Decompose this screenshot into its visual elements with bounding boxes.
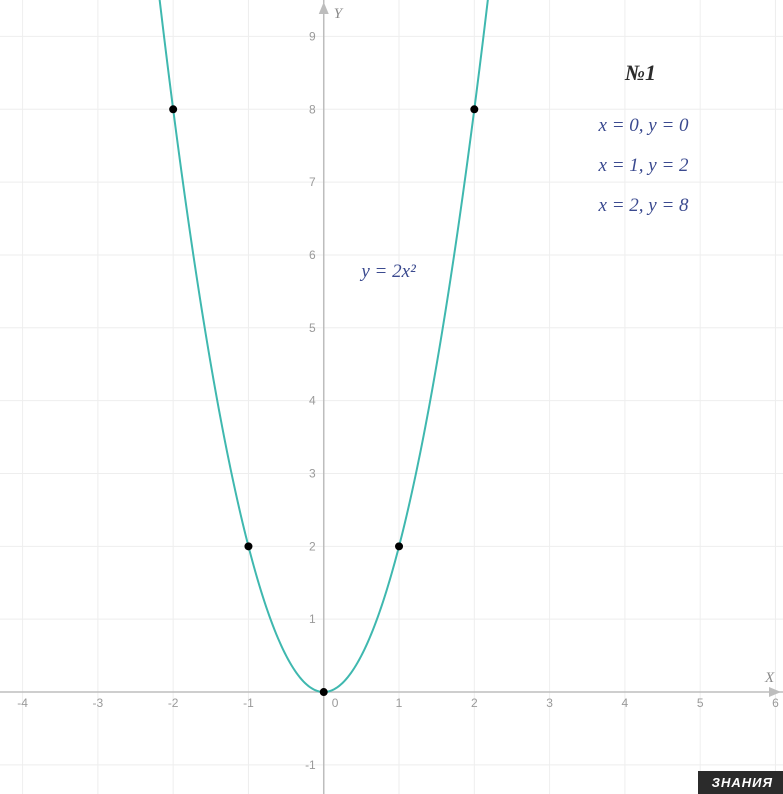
data-point <box>320 688 328 696</box>
data-point <box>244 542 252 550</box>
chart-container: -4-3-2-1123456-11234567890XYy = 2x²№1x =… <box>0 0 783 794</box>
equation-label: y = 2x² <box>359 261 416 282</box>
y-tick-label: 4 <box>309 394 316 408</box>
origin-label: 0 <box>332 696 339 710</box>
y-tick-label: 1 <box>309 612 316 626</box>
note-line: x = 2, y = 8 <box>598 195 690 216</box>
y-tick-label: 7 <box>309 175 316 189</box>
y-tick-label: 9 <box>309 29 316 43</box>
y-tick-label: 8 <box>309 102 316 116</box>
y-tick-label: 5 <box>309 321 316 335</box>
x-tick-label: -3 <box>93 696 104 710</box>
x-tick-label: 2 <box>471 696 478 710</box>
x-tick-label: -4 <box>17 696 28 710</box>
x-tick-label: 1 <box>396 696 403 710</box>
watermark-badge: ЗНАНИЯ <box>698 771 783 794</box>
note-line: x = 0, y = 0 <box>598 115 690 136</box>
y-tick-label: 2 <box>309 539 316 553</box>
x-tick-label: -1 <box>243 696 254 710</box>
y-tick-label: 3 <box>309 466 316 480</box>
parabola-chart: -4-3-2-1123456-11234567890XYy = 2x²№1x =… <box>0 0 783 794</box>
x-tick-label: 4 <box>622 696 629 710</box>
y-tick-label: 6 <box>309 248 316 262</box>
x-tick-label: 3 <box>546 696 553 710</box>
y-tick-label: -1 <box>305 758 316 772</box>
x-axis-label: X <box>764 670 775 686</box>
x-tick-label: 6 <box>772 696 779 710</box>
x-tick-label: -2 <box>168 696 179 710</box>
note-line: x = 1, y = 2 <box>598 155 690 176</box>
chart-title: №1 <box>624 60 656 85</box>
data-point <box>395 542 403 550</box>
x-tick-label: 5 <box>697 696 704 710</box>
data-point <box>169 105 177 113</box>
data-point <box>470 105 478 113</box>
